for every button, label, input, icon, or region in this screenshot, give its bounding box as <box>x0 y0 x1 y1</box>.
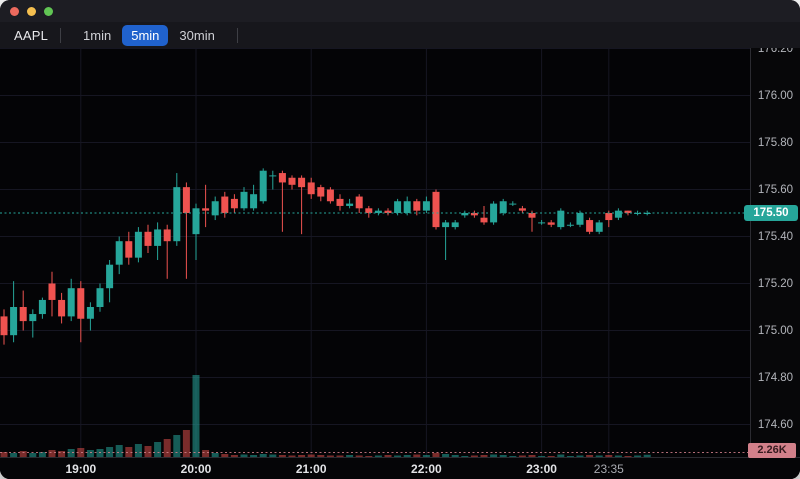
toolbar-divider <box>60 27 62 43</box>
price-tick-label: 175.20 <box>757 277 794 290</box>
maximize-button[interactable] <box>44 6 53 16</box>
price-tick-label: 174.80 <box>757 371 794 384</box>
price-tick-label: 176.20 <box>757 48 794 55</box>
last-volume-badge: 2.26K <box>748 443 796 458</box>
ticker-symbol: AAPL <box>14 27 49 43</box>
titlebar[interactable] <box>0 0 800 22</box>
time-tick-label: 20:00 <box>180 462 212 476</box>
time-tick-label: 23:00 <box>526 462 557 476</box>
price-tick-label: 175.00 <box>757 324 794 337</box>
time-tick-label: 23:35 <box>593 462 624 476</box>
time-tick-label: 19:00 <box>65 462 97 476</box>
price-tick-label: 175.40 <box>757 230 794 243</box>
timeframe-1min-button[interactable]: 1min <box>74 25 120 46</box>
timeframe-5min-button[interactable]: 5min <box>122 24 169 46</box>
time-axis[interactable]: 19:00 20:00 21:00 22:00 23:00 23:35 <box>0 457 800 479</box>
toolbar-divider <box>236 27 238 43</box>
price-tick-label: 174.60 <box>757 418 794 431</box>
close-button[interactable] <box>10 6 19 16</box>
candlestick-chart[interactable] <box>0 48 750 457</box>
chart-area: 176.20 176.00 175.80 175.60 175.40 175.20 175.… <box>0 48 800 479</box>
minimize-button[interactable] <box>27 6 36 16</box>
price-axis[interactable]: 176.20 176.00 175.80 175.60 175.40 175.20 175.… <box>750 48 800 479</box>
price-tick-label: 176.00 <box>757 89 794 102</box>
last-price-badge: 175.50 <box>744 205 798 221</box>
time-tick-label: 22:00 <box>411 462 442 476</box>
time-tick-label: 21:00 <box>295 462 327 476</box>
timeframe-30min-button[interactable]: 30min <box>170 25 223 46</box>
price-tick-label: 175.80 <box>757 136 794 149</box>
price-tick-label: 175.60 <box>757 183 794 196</box>
toolbar: AAPL 1min 5min 30min <box>0 22 800 49</box>
